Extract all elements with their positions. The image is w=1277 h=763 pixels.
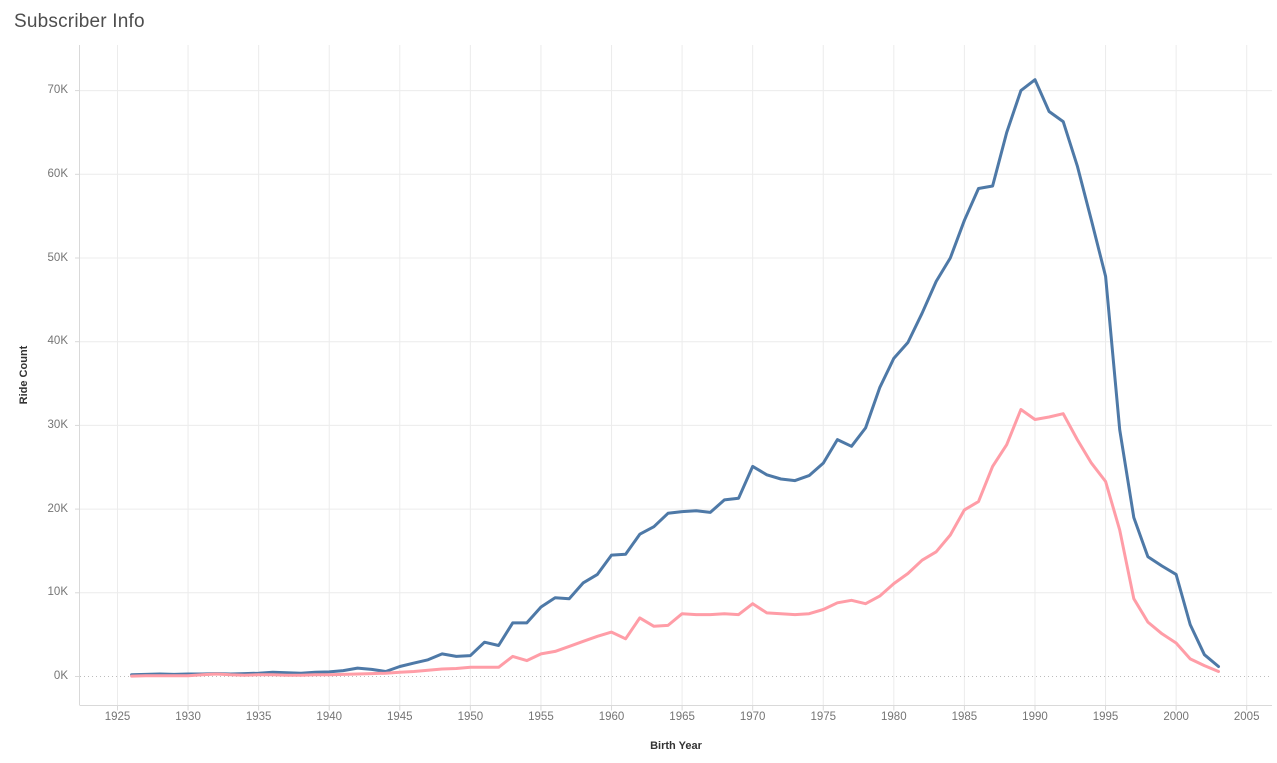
y-tick-label: 40K: [47, 335, 68, 348]
chart-title: Subscriber Info: [14, 11, 145, 32]
y-tick-label: 10K: [47, 586, 68, 599]
x-tick-label: 1925: [104, 711, 131, 723]
y-tick-label: 0K: [53, 670, 68, 682]
y-tick-label: 70K: [47, 84, 68, 97]
x-tick-label: 1990: [1022, 711, 1048, 723]
y-tick-label: 30K: [47, 418, 68, 431]
x-tick-label: 2000: [1163, 711, 1189, 723]
pink-line[interactable]: [130, 408, 1220, 678]
x-tick-label: 1975: [810, 711, 837, 723]
x-tick-label: 1945: [387, 711, 413, 723]
x-tick-label: 1950: [457, 711, 484, 723]
x-tick-label: 1985: [951, 711, 978, 723]
y-tick-label: 60K: [47, 167, 68, 180]
x-tick-label: 1980: [881, 711, 907, 723]
x-tick-label: 1965: [669, 711, 695, 723]
x-tick-label: 2005: [1233, 711, 1260, 723]
y-axis-title: Ride Count: [18, 345, 30, 405]
x-tick-label: 1970: [739, 711, 766, 723]
blue-line[interactable]: [130, 78, 1220, 677]
x-tick-label: 1940: [316, 711, 343, 723]
y-tick-label: 20K: [47, 502, 68, 515]
x-tick-label: 1930: [175, 711, 201, 723]
x-tick-label: 1935: [245, 711, 272, 723]
x-tick-label: 1960: [598, 711, 625, 723]
y-tick-label: 50K: [47, 251, 68, 264]
x-axis-title: Birth Year: [650, 740, 702, 752]
x-tick-label: 1995: [1092, 711, 1119, 723]
x-tick-label: 1955: [528, 711, 554, 723]
